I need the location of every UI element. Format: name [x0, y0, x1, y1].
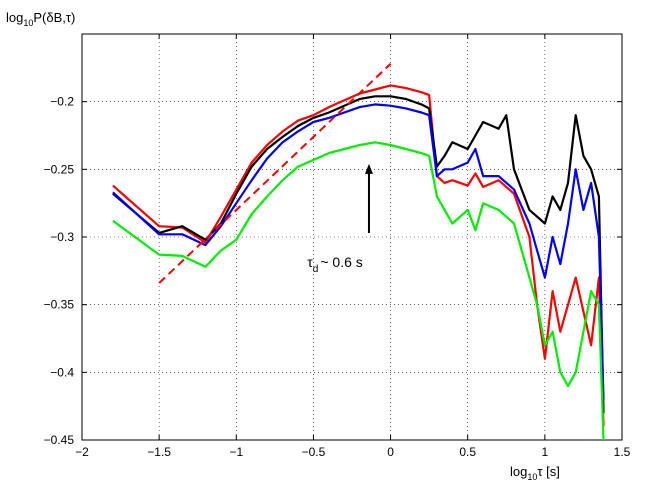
- y-axis-label: log10P(δB,τ): [6, 10, 75, 28]
- y-tick-labels: −0.45 −0.4 −0.35 −0.3 −0.25 −0.2: [44, 95, 75, 447]
- fit-line: [158, 63, 392, 284]
- annotations: τd ~ 0.6 s: [307, 163, 373, 275]
- tau-d-annotation: τd ~ 0.6 s: [307, 254, 363, 275]
- x-tick-label: 1: [542, 445, 549, 459]
- x-tick-labels: −2 −1.5 −1 −0.5 0 0.5 1 1.5: [75, 445, 631, 459]
- y-tick-label: −0.2: [50, 95, 74, 109]
- series-line-3: [112, 103, 605, 400]
- x-tick-label: −1: [229, 445, 243, 459]
- arrow-head: [364, 163, 373, 174]
- x-tick-label: −2: [75, 445, 89, 459]
- x-axis-label: log10τ [s]: [510, 464, 560, 482]
- x-tick-label: −1.5: [147, 445, 171, 459]
- y-tick-label: −0.45: [44, 433, 75, 447]
- series-line-4: [112, 141, 605, 441]
- x-tick-label: 0.5: [459, 445, 476, 459]
- y-tick-label: −0.3: [50, 230, 74, 244]
- y-tick-label: −0.25: [44, 162, 75, 176]
- fit-line-group: [158, 63, 392, 284]
- x-tick-label: 1.5: [614, 445, 631, 459]
- series-line-1: [112, 84, 605, 427]
- y-tick-label: −0.35: [44, 298, 75, 312]
- series-group: [112, 84, 605, 441]
- ticks: [81, 34, 623, 441]
- x-tick-label: −0.5: [302, 445, 326, 459]
- x-tick-label: 0: [387, 445, 394, 459]
- y-tick-label: −0.4: [50, 365, 74, 379]
